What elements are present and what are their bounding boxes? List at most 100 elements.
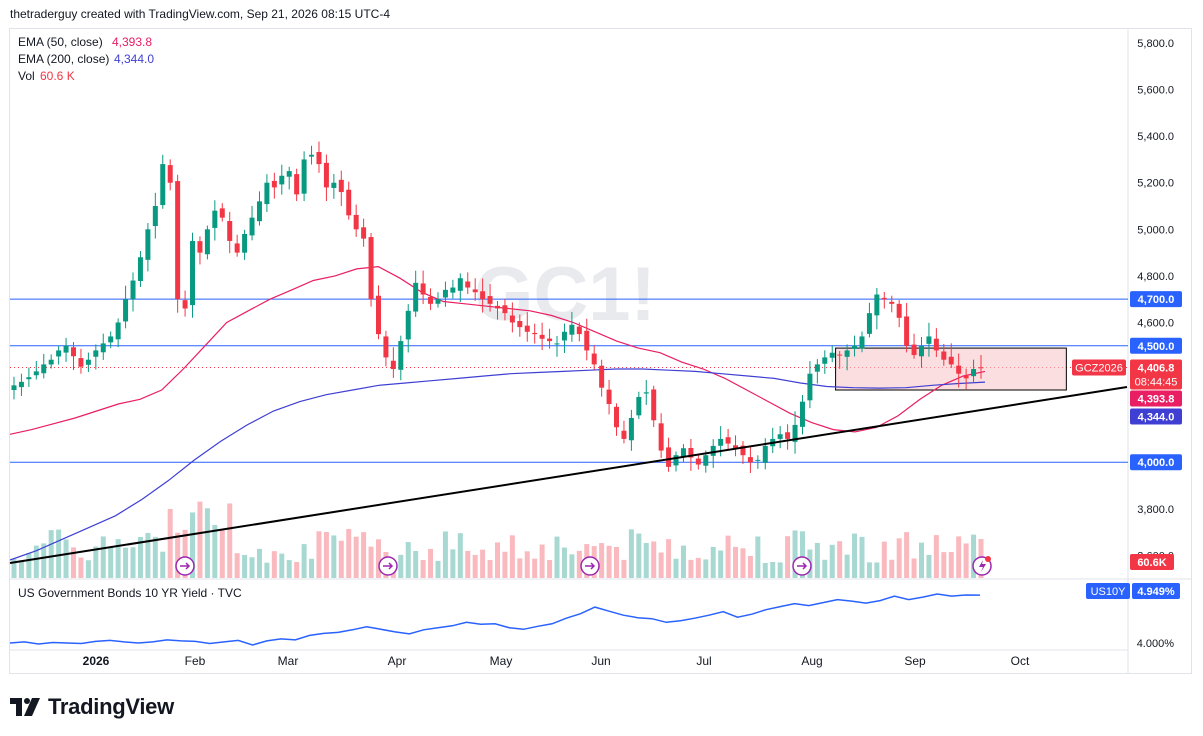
volume-bar xyxy=(688,559,694,578)
volume-bar xyxy=(695,557,701,578)
candle-body xyxy=(271,180,277,188)
candle-body xyxy=(785,432,791,439)
ema50-price-text: 4,393.8 xyxy=(1138,393,1175,405)
candle-body xyxy=(941,351,947,360)
candle-body xyxy=(338,179,344,193)
volume-bar xyxy=(658,552,664,578)
volume-bar xyxy=(85,560,91,578)
candle-body xyxy=(956,365,962,374)
candle-body xyxy=(606,389,612,404)
candle-body xyxy=(666,447,672,467)
candle-body xyxy=(33,371,39,376)
earnings-event-icon[interactable] xyxy=(580,556,600,576)
volume-bar xyxy=(889,559,895,578)
candle-body xyxy=(346,189,352,216)
candle-body xyxy=(78,358,84,367)
candle-body xyxy=(85,359,91,365)
volume-bar xyxy=(175,532,181,578)
candle-body xyxy=(48,359,54,365)
candle-body xyxy=(256,201,262,222)
volume-bar xyxy=(666,539,672,578)
volume-bar xyxy=(405,542,411,578)
volume-bar xyxy=(152,536,158,578)
ema200-line xyxy=(9,368,986,561)
candle-body xyxy=(309,154,315,157)
volume-bar xyxy=(294,561,300,578)
volume-bar xyxy=(182,529,188,578)
candle-body xyxy=(11,385,17,391)
volume-bar xyxy=(480,549,486,578)
candle-body xyxy=(554,343,560,345)
volume-bar xyxy=(755,536,761,578)
candle-body xyxy=(279,175,285,185)
volume-bar xyxy=(435,560,441,578)
volume-bar xyxy=(621,559,627,578)
y-tick-label: 4,600.0 xyxy=(1137,317,1174,329)
candle-body xyxy=(695,458,701,465)
volume-bar xyxy=(703,559,709,578)
candle-body xyxy=(762,445,768,463)
x-tick-label: 2026 xyxy=(83,654,110,668)
candle-body xyxy=(108,336,114,343)
candles xyxy=(11,141,984,473)
hline-price-tag xyxy=(1130,291,1182,308)
volume-bar xyxy=(279,553,285,578)
volume-bar xyxy=(524,551,530,578)
candle-body xyxy=(584,330,590,351)
candle-body xyxy=(799,401,805,427)
candle-body xyxy=(234,243,240,253)
volume-bar xyxy=(710,546,716,578)
volume-bar xyxy=(777,562,783,578)
candle-body xyxy=(658,423,664,451)
candle-body xyxy=(703,455,709,466)
volume-bar xyxy=(108,547,114,578)
earnings-event-icon[interactable] xyxy=(175,556,195,576)
candle-body xyxy=(866,313,872,334)
volume-bar xyxy=(323,531,329,578)
volume-bar xyxy=(123,547,129,578)
volume-bar xyxy=(93,546,99,578)
candle-body xyxy=(420,283,426,295)
volume-bar xyxy=(740,548,746,578)
volume-bar xyxy=(948,551,954,578)
earnings-event-icon[interactable] xyxy=(378,556,398,576)
volume-bar xyxy=(316,531,322,578)
candle-body xyxy=(286,171,292,177)
earnings-event-icon[interactable] xyxy=(972,556,992,576)
last-price-text: 4,406.8 xyxy=(1138,362,1175,374)
candle-body xyxy=(495,305,500,309)
candle-body xyxy=(160,164,166,206)
volume-bar xyxy=(338,540,344,578)
x-tick-label: Jun xyxy=(591,654,610,668)
candle-body xyxy=(614,406,620,428)
volume-bar xyxy=(331,535,337,578)
volume-bar xyxy=(242,554,248,578)
volume-bar xyxy=(509,535,515,578)
candle-body xyxy=(41,364,47,374)
candle-body xyxy=(219,208,225,218)
yield-pane xyxy=(9,593,981,646)
earnings-event-icon[interactable] xyxy=(792,556,812,576)
candle-body xyxy=(383,336,389,358)
candle-body xyxy=(710,445,716,456)
hline-price-tag xyxy=(1130,454,1182,471)
candle-body xyxy=(465,281,471,288)
volume-bar xyxy=(442,531,448,578)
tradingview-logo[interactable]: TradingView xyxy=(10,694,174,720)
ema200-price-text: 4,344.0 xyxy=(1138,411,1175,423)
candle-body xyxy=(628,417,634,441)
candle-body xyxy=(904,316,910,346)
volume-bar xyxy=(866,562,872,578)
volume-bar xyxy=(353,536,359,578)
volume-bar xyxy=(561,547,567,578)
volume-bar xyxy=(48,530,54,578)
candle-body xyxy=(435,299,441,304)
price-labels: 4,700.0 4,500.0 4,000.0 US10Y 4.949% GCZ2026 4… xyxy=(1072,291,1182,599)
yield-pane-title: US Government Bonds 10 YR Yield · TVC xyxy=(18,586,242,600)
hline-price-text: 4,000.0 xyxy=(1138,457,1175,469)
volume-tag-text: 60.6K xyxy=(1137,557,1166,569)
volume-bar xyxy=(465,550,471,578)
volume-bar xyxy=(643,543,649,578)
volume-bar xyxy=(733,546,739,578)
